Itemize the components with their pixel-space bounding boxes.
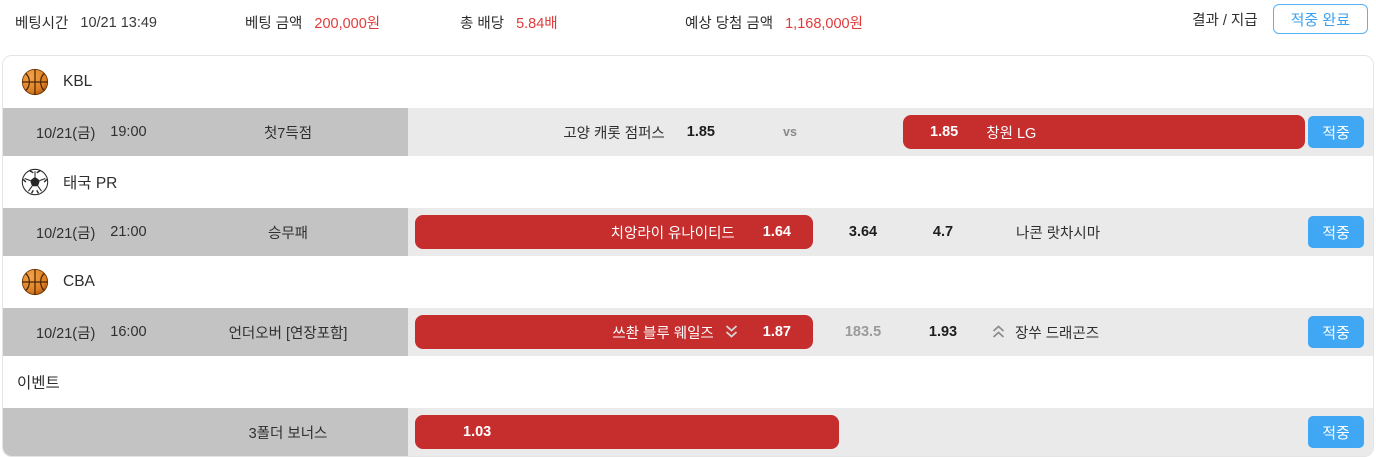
total-odds-value: 5.84배 [516,16,558,32]
match-date: 10/21(금) [36,325,96,342]
bet-amount-value: 200,000원 [314,16,381,32]
market-type: 첫7득점 [263,125,313,142]
away-odds: 4.7 [932,224,954,240]
bet-summary-bar: 베팅시간 10/21 13:49 베팅 금액 200,000원 총 배당 5.8… [0,0,1376,55]
bet-amount-label: 베팅 금액 [245,16,303,32]
bet-row-event: 3폴더 보너스 1.03 적중 [3,408,1373,456]
market-type: 언더오버 [연장포함] [228,325,348,342]
league-label: 태국 PR [63,175,118,192]
total-odds-label: 총 배당 [460,16,505,32]
market-type: 승무패 [267,225,309,242]
hit-badge-button[interactable]: 적중 [1308,116,1364,148]
row-info-cell [3,108,408,156]
bet-row-cba: 10/21(금) 16:00 언더오버 [연장포함] 쓰촨 블루 웨일즈 1.8… [3,308,1373,356]
home-option: 고양 캐롯 점퍼스 1.85 [415,108,715,156]
hit-badge-button[interactable]: 적중 [1308,316,1364,348]
line-value: 183.5 [844,324,882,340]
away-team-name: 나콘 랏차시마 [1016,225,1101,242]
match-date: 10/21(금) [36,225,96,242]
bet-time-group: 베팅시간 10/21 13:49 [15,12,157,33]
draw-odds: 3.64 [848,224,878,240]
bonus-odds: 1.03 [463,424,492,440]
league-label: 이벤트 [17,375,60,392]
match-time: 19:00 [110,124,147,140]
home-team-name: 고양 캐롯 점퍼스 [563,125,665,142]
soccer-ball-icon [21,168,49,196]
row-info-cell [3,308,408,356]
basketball-icon [21,68,49,96]
result-group: 결과 / 지급 적중 완료 [1192,4,1368,34]
match-datetime: 10/21(금) 21:00 [36,208,147,256]
bet-row-kbl: 10/21(금) 19:00 첫7득점 고양 캐롯 점퍼스 1.85 vs 1.… [3,108,1373,156]
league-header-cba: CBA [3,256,1373,308]
home-team-name: 치앙라이 유나이티드 [610,225,735,242]
home-odds: 1.85 [686,124,715,140]
match-datetime: 10/21(금) 16:00 [36,308,147,356]
away-odds: 1.85 [930,124,959,140]
bet-time-label: 베팅시간 [15,16,69,32]
result-status-button[interactable]: 적중 완료 [1272,4,1368,34]
row-info-cell [3,408,408,456]
league-header-event: 이벤트 [3,356,1373,408]
row-info-cell [3,208,408,256]
over-odds: 1.93 [928,324,958,340]
match-datetime: 10/21(금) 19:00 [36,108,147,156]
hit-badge-button[interactable]: 적중 [1308,416,1364,448]
expected-win-label: 예상 당첨 금액 [685,16,774,32]
hit-badge-button[interactable]: 적중 [1308,216,1364,248]
bet-slip-panel: KBL 10/21(금) 19:00 첫7득점 고양 캐롯 점퍼스 1.85 v… [2,55,1374,457]
over-team-name: 장쑤 드래곤즈 [1015,325,1100,342]
match-date: 10/21(금) [36,125,96,142]
home-odds: 1.64 [762,224,791,240]
selected-bonus-option: 1.03 [415,415,839,449]
chevron-double-down-icon [725,325,737,338]
total-odds-group: 총 배당 5.84배 [460,12,558,33]
match-time: 21:00 [110,224,147,240]
selected-away-option: 1.85 창원 LG [903,115,1305,149]
vs-label: vs [783,125,797,139]
market-type: 3폴더 보너스 [248,425,328,442]
league-label: KBL [63,73,93,90]
bet-row-thai-pr: 10/21(금) 21:00 승무패 치앙라이 유나이티드 1.64 3.64 … [3,208,1373,256]
match-time: 16:00 [110,324,147,340]
expected-win-group: 예상 당첨 금액 1,168,000원 [685,12,863,33]
league-header-kbl: KBL [3,56,1373,108]
bet-time-value: 10/21 13:49 [80,14,157,31]
away-team-name: 창원 LG [986,125,1037,142]
under-team-name: 쓰촨 블루 웨일즈 [612,325,714,342]
league-label: CBA [63,273,95,290]
bet-amount-group: 베팅 금액 200,000원 [245,12,380,33]
selected-home-option: 치앙라이 유나이티드 1.64 [415,215,813,249]
league-header-thai-pr: 태국 PR [3,156,1373,208]
under-odds: 1.87 [762,324,791,340]
basketball-icon [21,268,49,296]
over-option: 장쑤 드래곤즈 [991,308,1099,356]
chevron-double-up-icon [992,325,1005,338]
result-label: 결과 / 지급 [1192,12,1258,29]
selected-under-option: 쓰촨 블루 웨일즈 1.87 [415,315,813,349]
expected-win-value: 1,168,000원 [785,16,863,32]
